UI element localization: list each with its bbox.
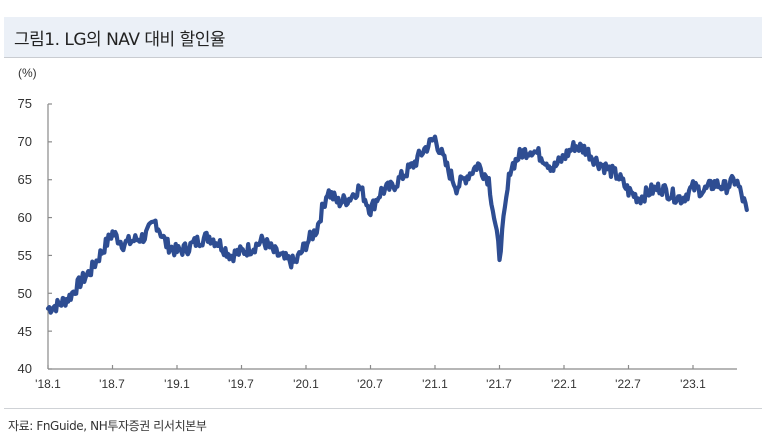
x-tick-label: '22.7	[615, 377, 641, 391]
y-tick-label: 75	[17, 96, 32, 111]
chart-title: 그림1. LG의 NAV 대비 할인율	[14, 30, 226, 50]
x-tick-label: '22.1	[551, 377, 577, 391]
source-note: 자료: FnGuide, NH투자증권 리서치본부	[8, 419, 207, 433]
x-tick-label: '18.7	[99, 377, 125, 391]
x-tick-label: '19.1	[164, 377, 190, 391]
y-tick-label: 60	[17, 210, 32, 225]
footer-divider	[4, 408, 762, 409]
axes	[47, 103, 737, 370]
y-axis-unit: (%)	[18, 66, 37, 80]
x-tick-label: '20.1	[293, 377, 319, 391]
x-tick-label: '20.7	[357, 377, 383, 391]
x-tick-label: '23.1	[680, 377, 706, 391]
y-ticks	[48, 103, 52, 370]
x-ticks	[47, 365, 694, 369]
y-tick-label: 50	[17, 286, 32, 301]
y-tick-label: 65	[17, 172, 32, 187]
y-tick-label: 55	[17, 248, 32, 263]
y-tick-label: 40	[17, 361, 32, 376]
y-tick-label: 45	[17, 324, 32, 339]
chart-header: 그림1. LG의 NAV 대비 할인율	[4, 17, 762, 58]
x-tick-label: '21.7	[486, 377, 512, 391]
x-tick-label: '18.1	[35, 377, 61, 391]
data-series-line	[45, 134, 749, 315]
x-tick-label: '21.1	[422, 377, 448, 391]
y-tick-label: 70	[17, 134, 32, 149]
x-tick-label: '19.7	[228, 377, 254, 391]
